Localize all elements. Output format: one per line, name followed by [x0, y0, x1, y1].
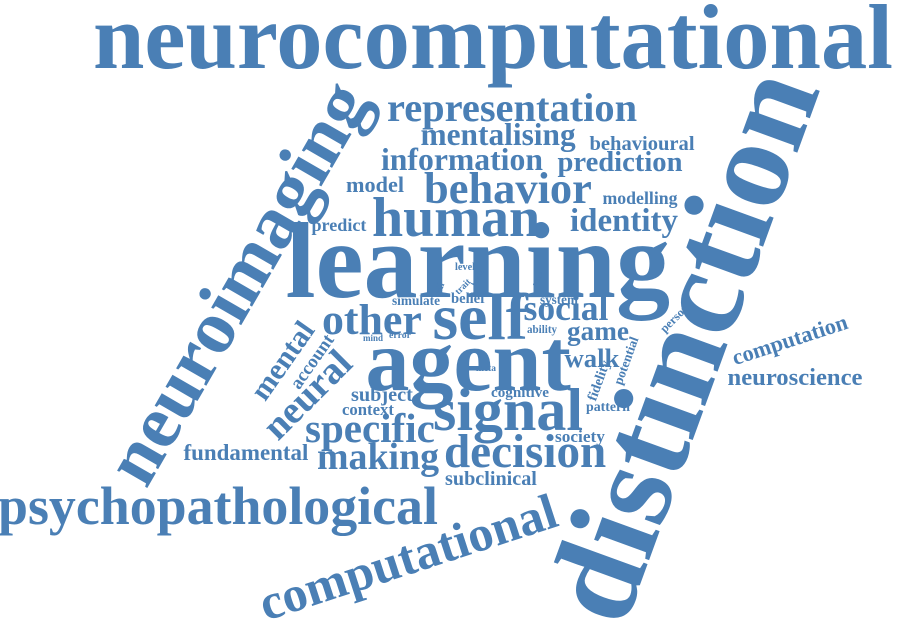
word-prediction: prediction	[557, 146, 683, 178]
word-predict: predict	[311, 215, 367, 235]
word-neuroscience: neuroscience	[727, 363, 863, 391]
word-meta: meta	[476, 363, 496, 374]
word-behavioural: behavioural	[589, 132, 695, 155]
word-game: game	[567, 315, 629, 346]
word-mind: mind	[363, 332, 384, 343]
word-signal: signal	[433, 377, 584, 443]
word-agent: agent	[365, 313, 571, 410]
word-identity: identity	[570, 202, 678, 239]
word-psychopathological: psychopathological	[0, 476, 438, 536]
word-ability: ability	[527, 323, 557, 336]
word-mentalising: mentalising	[420, 116, 576, 152]
word-society: society	[555, 426, 605, 446]
word-subclinical: subclinical	[445, 468, 537, 490]
word-neurocomputational: neurocomputational	[93, 0, 893, 89]
word-learning: learning	[285, 202, 671, 321]
word-behavior: behavior	[424, 163, 592, 213]
word-social: social	[523, 288, 609, 328]
word-making: making	[317, 436, 440, 478]
word-other: other	[322, 296, 422, 344]
word-simulate: simulate	[392, 292, 441, 308]
word-subject: subject	[351, 384, 413, 406]
word-system: system	[540, 291, 578, 307]
word-modelling: modelling	[602, 188, 678, 208]
word-fundamental: fundamental	[183, 439, 309, 465]
word-cognitive: cognitive	[491, 384, 549, 401]
word-self: self	[432, 281, 528, 354]
word-belief: belief	[451, 290, 486, 307]
word-error: error	[389, 330, 411, 341]
word-pattern: pattern	[586, 400, 630, 415]
word-decision: decision	[444, 425, 607, 478]
word-walk: walk	[564, 342, 620, 373]
word-information: information	[381, 142, 543, 177]
word-human: human	[372, 187, 541, 249]
word-level: level	[455, 262, 476, 273]
word-context: context	[342, 399, 394, 419]
word-model: model	[346, 172, 405, 197]
word-specific: specific	[305, 404, 435, 451]
word-representation: representation	[387, 85, 638, 130]
